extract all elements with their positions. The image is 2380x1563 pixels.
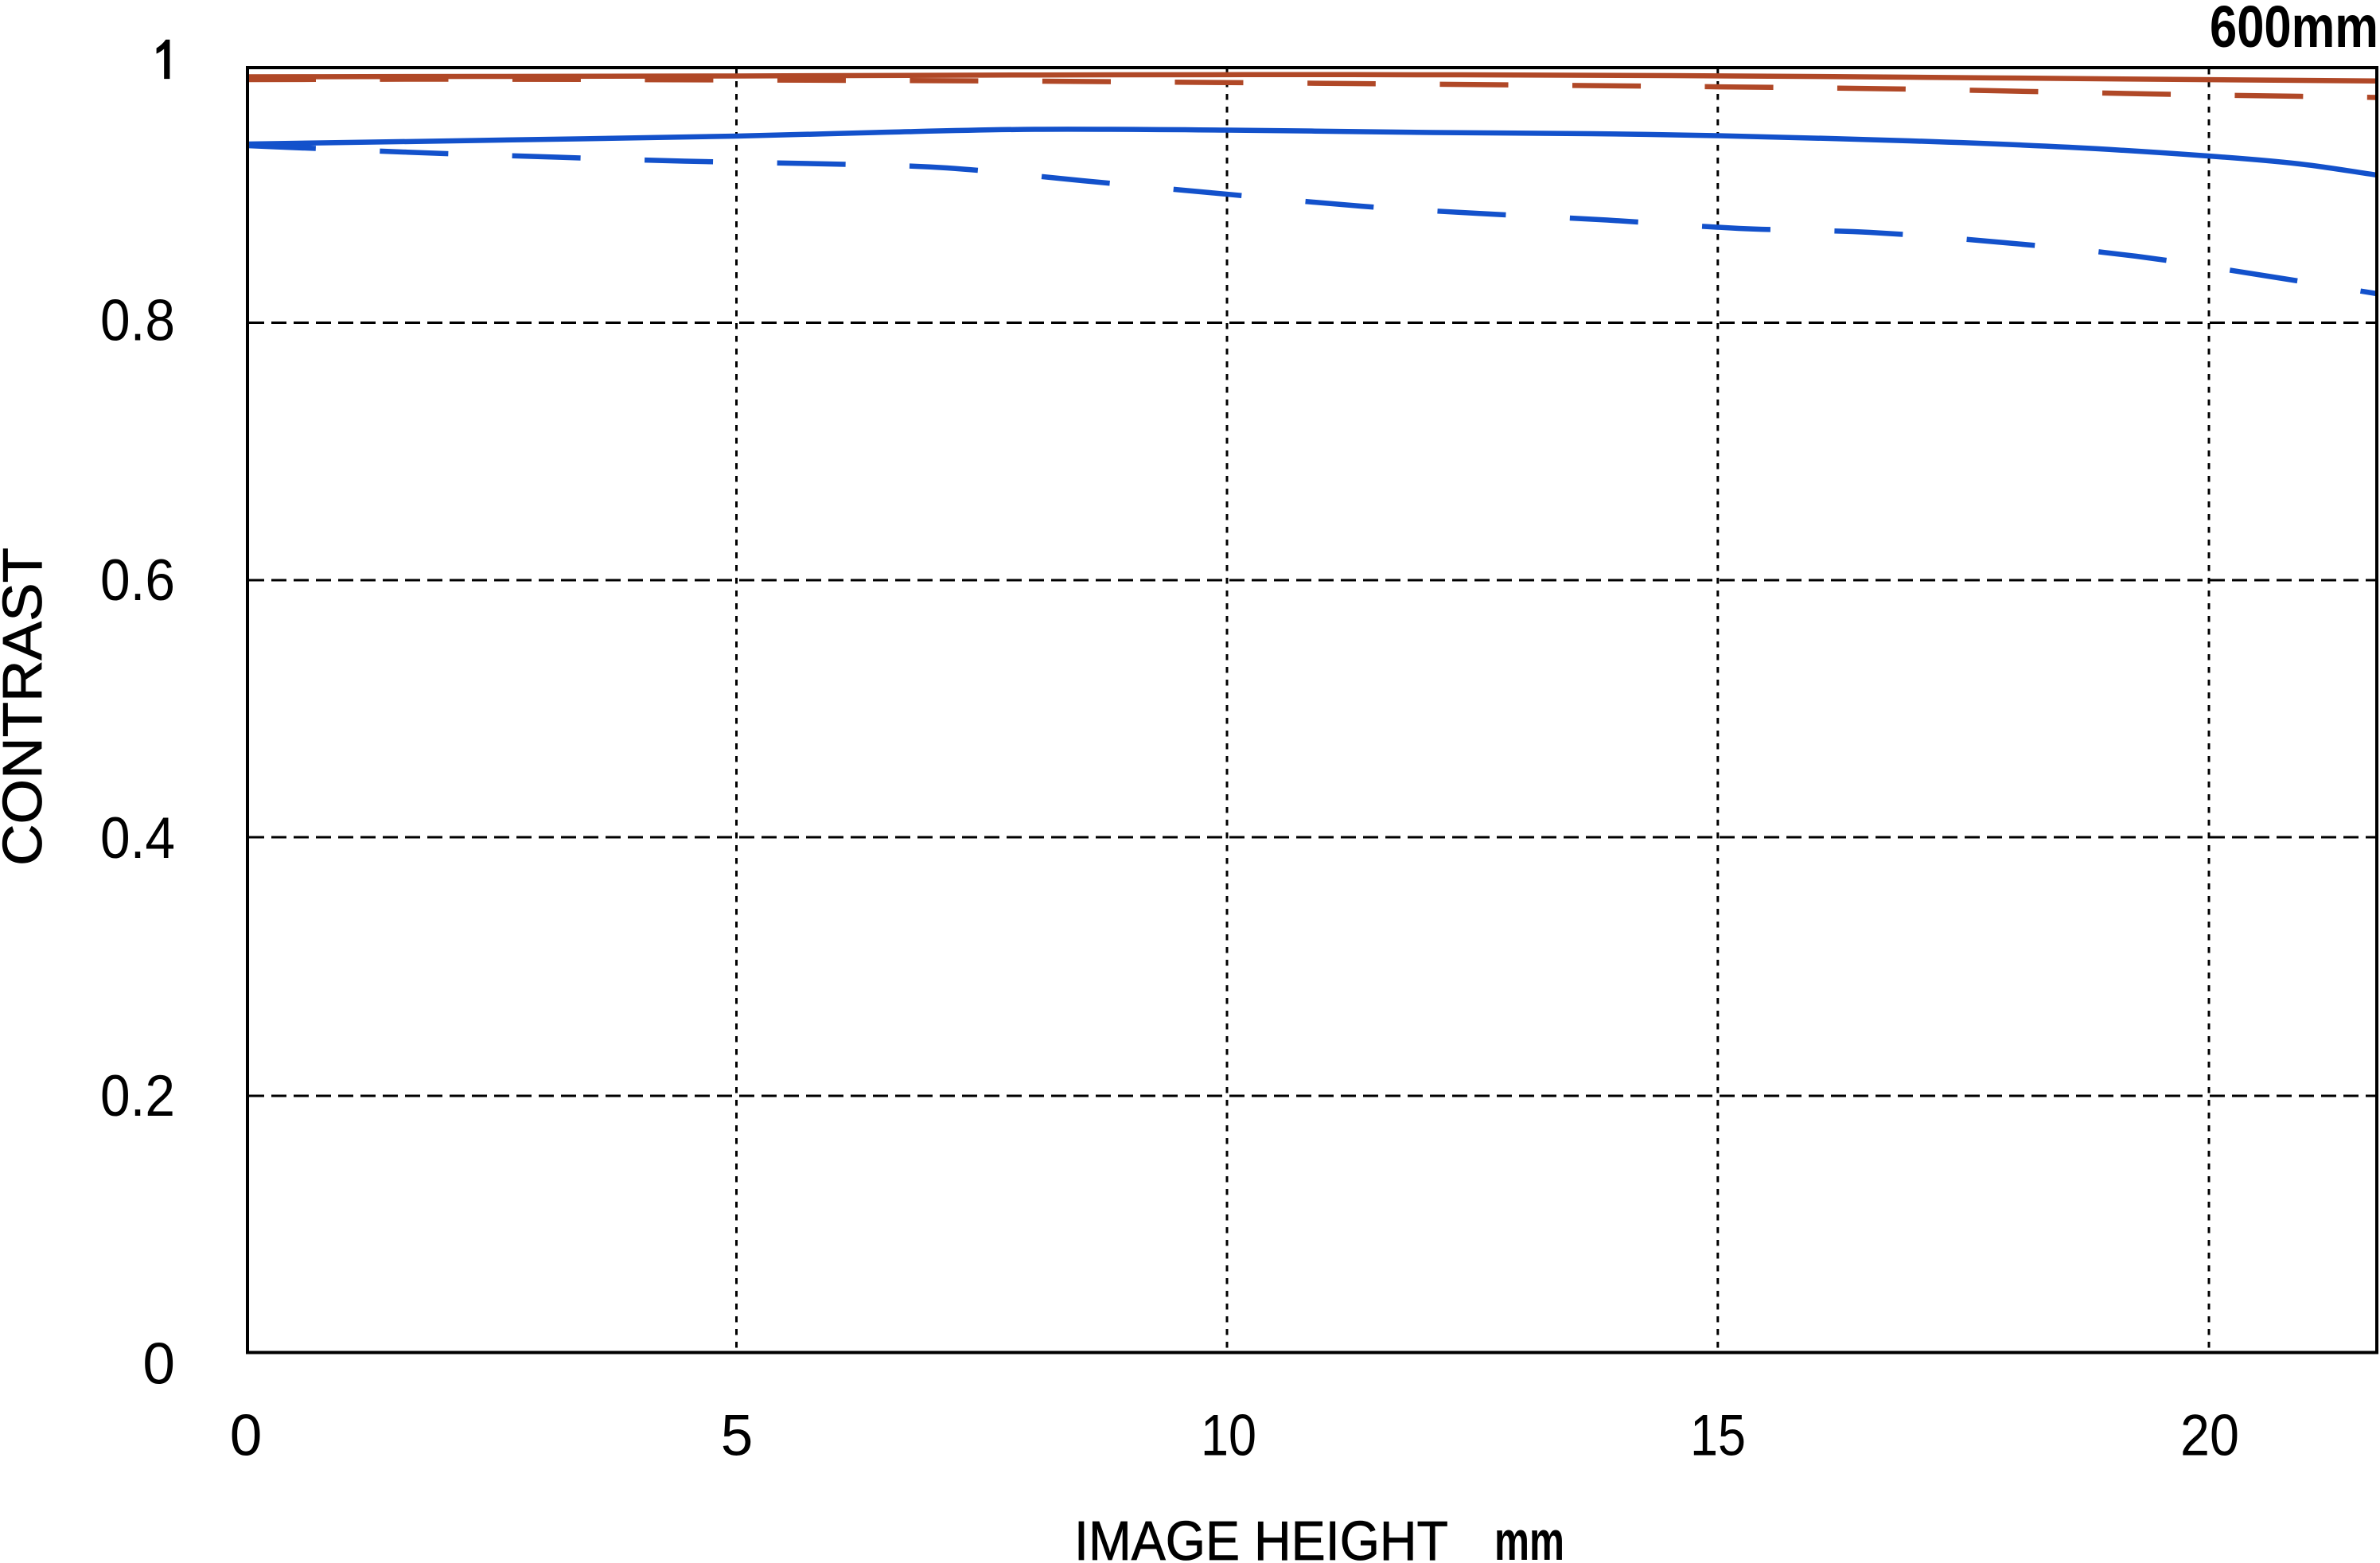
svg-text:0.2: 0.2 — [100, 1064, 175, 1128]
svg-text:IMAGE HEIGHT: IMAGE HEIGHT — [1074, 1510, 1448, 1563]
svg-text:600mm: 600mm — [2210, 0, 2378, 60]
svg-text:0.4: 0.4 — [100, 806, 175, 871]
svg-text:CONTRAST: CONTRAST — [0, 548, 53, 866]
svg-text:15: 15 — [1690, 1404, 1746, 1468]
svg-text:mm: mm — [1494, 1510, 1564, 1563]
svg-text:0: 0 — [230, 1404, 263, 1468]
svg-text:0.6: 0.6 — [100, 548, 175, 613]
svg-text:0: 0 — [142, 1332, 175, 1397]
svg-text:20: 20 — [2180, 1404, 2239, 1468]
svg-text:10: 10 — [1201, 1404, 1256, 1468]
svg-text:5: 5 — [721, 1404, 754, 1468]
svg-text:0.8: 0.8 — [100, 289, 175, 353]
